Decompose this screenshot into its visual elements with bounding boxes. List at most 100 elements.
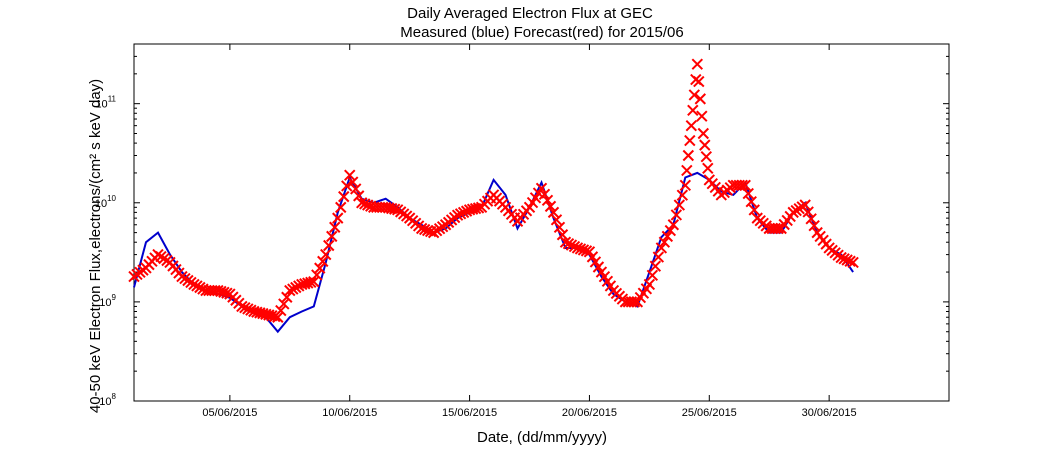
forecast-point xyxy=(287,283,299,295)
forecast-point xyxy=(335,201,347,214)
forecast-point xyxy=(673,199,686,211)
forecast-point xyxy=(646,269,659,282)
forecast-point xyxy=(643,278,656,291)
forecast-point xyxy=(805,213,817,225)
x-axis-label: Date, (dd/mm/yyyy) xyxy=(477,429,607,446)
forecast-point xyxy=(191,280,203,292)
forecast-point xyxy=(736,179,748,192)
forecast-point xyxy=(311,269,323,281)
forecast-point xyxy=(808,220,820,232)
forecast-point xyxy=(541,194,554,207)
forecast-point xyxy=(628,296,641,308)
forecast-point xyxy=(544,200,557,213)
x-tick-label: 05/06/2015 xyxy=(202,407,257,419)
chart-subtitle: Measured (blue) Forecast(red) for 2015/0… xyxy=(400,24,683,41)
plot-area xyxy=(133,43,950,402)
y-axis-ticks: 108 109 1010 1011 xyxy=(95,43,949,408)
forecast-point xyxy=(341,180,353,192)
x-tick-label: 30/06/2015 xyxy=(802,407,857,419)
forecast-point xyxy=(359,198,371,210)
forecast-point xyxy=(700,151,713,163)
forecast-point xyxy=(835,251,847,264)
forecast-point xyxy=(553,221,566,234)
forecast-point xyxy=(697,127,710,140)
forecast-point xyxy=(281,291,293,303)
forecast-point xyxy=(293,280,305,292)
chart-title: Daily Averaged Electron Flux at GEC xyxy=(407,5,653,22)
y-tick-label: 1010 xyxy=(95,194,117,210)
x-tick-label: 25/06/2015 xyxy=(682,407,737,419)
forecast-point xyxy=(652,251,665,263)
forecast-point xyxy=(329,221,341,233)
forecast-point xyxy=(565,239,578,251)
forecast-point xyxy=(308,275,320,288)
forecast-point xyxy=(699,139,711,151)
forecast-point xyxy=(661,230,674,243)
forecast-point xyxy=(676,189,689,201)
forecast-point xyxy=(472,202,485,214)
forecast-point xyxy=(221,287,233,299)
forecast-point xyxy=(742,187,754,200)
forecast-point xyxy=(272,311,284,323)
forecast-point xyxy=(655,242,668,254)
forecast-point xyxy=(454,208,467,220)
forecast-point xyxy=(344,169,356,181)
forecast-point xyxy=(535,182,548,195)
y-axis-label: 40-50 keV Electron Flux,electrons/(cm² s… xyxy=(87,79,104,413)
forecast-point xyxy=(688,89,701,101)
forecast-point xyxy=(457,206,470,219)
forecast-point xyxy=(451,209,464,221)
y-tick-label: 109 xyxy=(99,293,116,309)
forecast-point xyxy=(649,260,662,272)
forecast-point xyxy=(691,58,704,70)
forecast-point xyxy=(239,301,251,314)
forecast-point xyxy=(745,196,757,208)
forecast-point xyxy=(347,176,359,188)
x-tick-label: 20/06/2015 xyxy=(562,407,617,419)
forecast-point xyxy=(332,212,344,224)
forecast-point xyxy=(284,284,296,297)
forecast-point xyxy=(687,104,699,117)
x-tick-label: 10/06/2015 xyxy=(322,407,377,419)
forecast-point xyxy=(317,255,329,268)
forecast-point xyxy=(772,222,784,235)
forecast-point xyxy=(388,203,401,215)
forecast-point xyxy=(194,281,206,294)
forecast-point xyxy=(844,255,856,267)
forecast-point xyxy=(326,230,338,243)
forecast-point xyxy=(314,262,326,274)
forecast-point xyxy=(278,298,290,310)
forecast-point xyxy=(320,248,332,261)
forecast-point xyxy=(694,93,707,105)
forecast-point xyxy=(568,240,581,253)
forecast-point xyxy=(350,183,362,195)
forecast-point xyxy=(685,119,698,132)
forecast-point xyxy=(702,162,714,175)
forecast-point xyxy=(305,276,317,289)
forecast-point xyxy=(275,304,287,317)
forecast-point xyxy=(362,199,374,211)
x-tick-label: 15/06/2015 xyxy=(442,407,497,419)
forecast-point xyxy=(739,179,751,192)
forecast-point xyxy=(562,237,575,250)
y-tick-label: 1011 xyxy=(95,95,116,111)
forecast-point xyxy=(693,75,705,88)
forecast-point xyxy=(242,303,254,315)
forecast-point xyxy=(679,179,692,192)
forecast-point xyxy=(664,224,677,237)
series-layer xyxy=(128,58,859,334)
forecast-point xyxy=(748,204,760,216)
forecast-point xyxy=(323,239,335,252)
forecast-point xyxy=(547,206,560,219)
y-tick-label: 108 xyxy=(99,392,116,408)
forecast-point xyxy=(838,253,850,265)
forecast-point xyxy=(847,256,859,269)
forecast-point xyxy=(236,300,248,313)
forecast-point xyxy=(681,164,693,177)
forecast-point xyxy=(559,236,572,248)
forecast-point xyxy=(538,188,551,201)
forecast-point xyxy=(188,278,200,291)
forecast-point xyxy=(658,236,671,248)
forecast-point xyxy=(356,197,368,209)
